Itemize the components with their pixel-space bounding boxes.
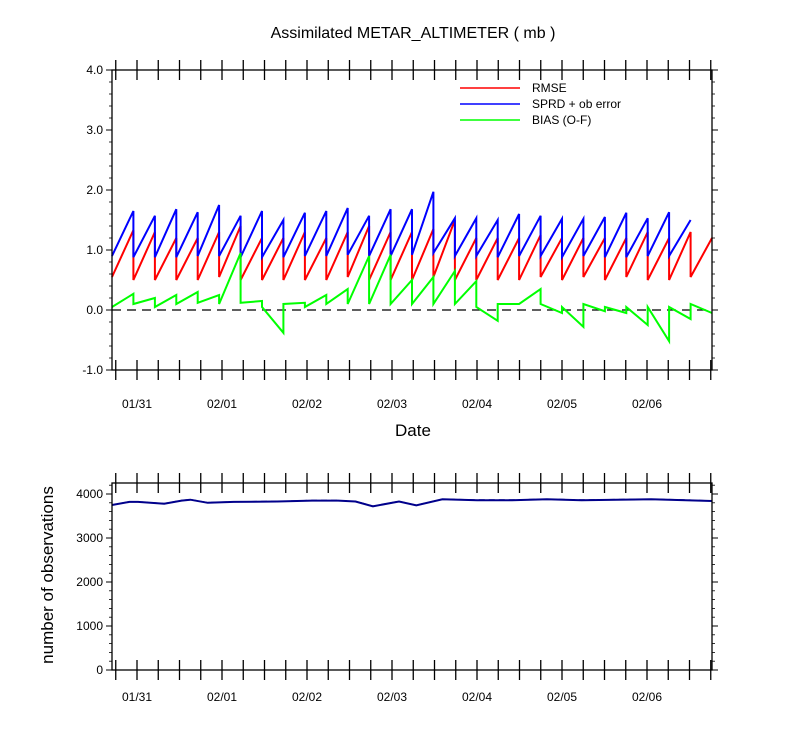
series-line-used-observations xyxy=(111,498,713,508)
x-axis-title: Date xyxy=(395,421,431,440)
y-tick-label: 0 xyxy=(96,663,103,677)
series-line-bias-o-f xyxy=(111,252,713,345)
legend-label-sprd: SPRD + ob error xyxy=(532,97,621,111)
y-tick-label: 0.0 xyxy=(86,303,103,317)
series-line-sprd-ob-error xyxy=(111,191,692,262)
x-tick-label: 02/01 xyxy=(207,690,237,704)
x-tick-label: 02/06 xyxy=(632,690,662,704)
y-tick-label: 3.0 xyxy=(86,123,103,137)
observation-count-panel: 0 1000 2000 3000 4000 01/31 02/01 02/02 02/03 02/… xyxy=(38,473,718,704)
x-tick-label: 02/03 xyxy=(377,397,407,411)
x-tick-label: 01/31 xyxy=(122,397,152,411)
x-tick-label: 02/02 xyxy=(292,690,322,704)
y-tick-label: 4.0 xyxy=(86,63,103,77)
legend: RMSE SPRD + ob error BIAS (O-F) xyxy=(460,81,621,127)
y-axis-title-observations: number of observations xyxy=(38,486,57,664)
x-tick-label: 02/05 xyxy=(547,690,577,704)
x-tick-label: 02/03 xyxy=(377,690,407,704)
rmse-bias-panel: Assimilated METAR_ALTIMETER ( mb ) -1.0 0… xyxy=(82,25,718,440)
top-plot-frame xyxy=(111,69,713,371)
y-tick-label: -1.0 xyxy=(82,363,103,377)
y-tick-label: 4000 xyxy=(76,487,103,501)
y-tick-label: 3000 xyxy=(76,531,103,545)
chart-title: Assimilated METAR_ALTIMETER ( mb ) xyxy=(271,25,556,42)
legend-label-rmse: RMSE xyxy=(532,81,567,95)
x-tick-label: 02/05 xyxy=(547,397,577,411)
legend-label-bias: BIAS (O-F) xyxy=(532,113,591,127)
y-tick-label: 2000 xyxy=(76,575,103,589)
x-tick-label: 02/01 xyxy=(207,397,237,411)
x-tick-label: 01/31 xyxy=(122,690,152,704)
x-tick-label: 02/02 xyxy=(292,397,322,411)
y-tick-label: 1000 xyxy=(76,619,103,633)
x-tick-label: 02/06 xyxy=(632,397,662,411)
series-line-possible-observations xyxy=(111,498,713,507)
x-tick-label: 02/04 xyxy=(462,397,492,411)
y-tick-label: 2.0 xyxy=(86,183,103,197)
bottom-plot-frame xyxy=(111,482,713,671)
y-tick-label: 1.0 xyxy=(86,243,103,257)
x-tick-label: 02/04 xyxy=(462,690,492,704)
